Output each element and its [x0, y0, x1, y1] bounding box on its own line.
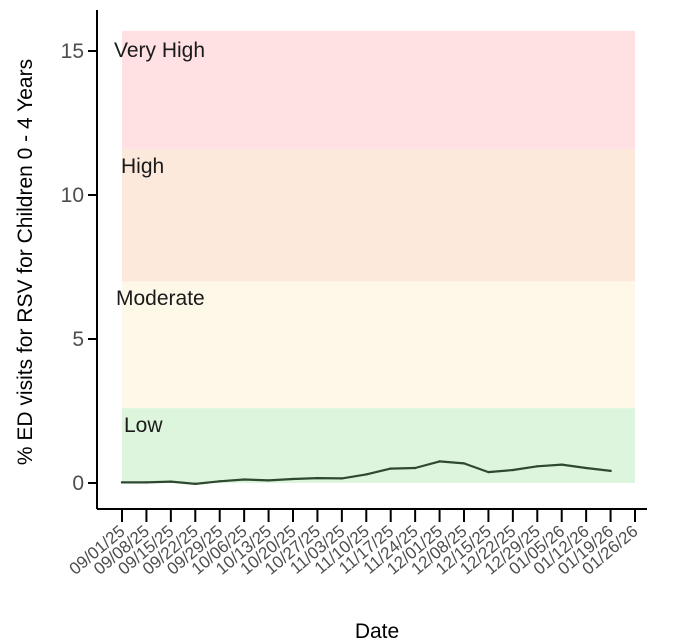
band-high [122, 148, 635, 282]
data-point [291, 477, 295, 481]
band-label: High [121, 155, 164, 178]
data-point [560, 463, 563, 466]
data-point [145, 481, 148, 484]
data-point [536, 465, 539, 468]
band-moderate [122, 281, 635, 409]
y-tick-label: 5 [72, 328, 84, 351]
data-point [120, 481, 124, 484]
data-point [316, 476, 319, 480]
band-very-high [122, 30, 635, 149]
data-point [242, 478, 246, 481]
data-point [413, 466, 417, 470]
band-label: Very High [114, 39, 205, 62]
y-ticks: 0 5 10 15 [61, 40, 97, 495]
data-point [340, 477, 344, 480]
data-point [169, 480, 173, 483]
data-point [487, 470, 490, 474]
risk-bands: Low Moderate High Very High [114, 30, 635, 483]
data-point [609, 469, 612, 473]
band-label: Low [124, 414, 163, 437]
data-point [267, 479, 270, 482]
x-ticks: 09/01/2509/08/2509/15/2509/22/2509/29/25… [66, 509, 642, 579]
data-point [389, 467, 392, 470]
data-point [218, 480, 221, 483]
series-layer [120, 460, 612, 486]
data-point [462, 462, 466, 465]
y-tick-label: 10 [61, 184, 84, 207]
y-tick-label: 15 [61, 40, 84, 63]
band-label: Moderate [116, 287, 205, 310]
x-axis-title: Date [355, 620, 399, 643]
y-axis-title: % ED visits for RSV for Children 0 - 4 Y… [14, 59, 37, 465]
y-tick-label: 0 [72, 472, 84, 495]
data-point [511, 468, 515, 472]
data-point [438, 460, 441, 463]
data-point [365, 473, 368, 476]
data-point [194, 482, 197, 486]
data-point [584, 466, 588, 470]
